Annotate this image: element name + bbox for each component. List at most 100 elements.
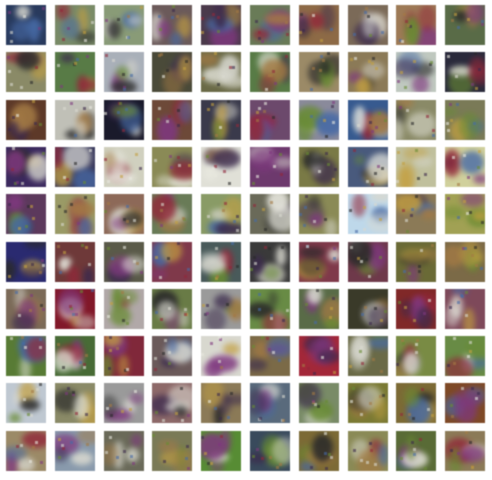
tile-texture-blob <box>107 20 121 39</box>
tile-noise-speck <box>76 58 79 61</box>
tile-noise-speck <box>412 417 415 420</box>
tile-noise-speck <box>361 313 364 316</box>
tile-noise-speck <box>121 291 124 294</box>
sample-tile <box>396 194 436 234</box>
tile-noise-speck <box>312 14 315 17</box>
tile-noise-speck <box>401 339 404 342</box>
tile-texture-blob <box>396 118 403 140</box>
tile-noise-speck <box>252 455 255 458</box>
tile-noise-speck <box>279 463 282 466</box>
tile-noise-speck <box>70 307 73 310</box>
tile-noise-speck <box>126 205 129 208</box>
sample-tile <box>201 431 241 471</box>
tile-noise-speck <box>80 290 83 293</box>
tile-noise-speck <box>256 448 259 451</box>
tile-noise-speck <box>419 438 422 441</box>
tile-noise-speck <box>110 414 113 417</box>
tile-noise-speck <box>457 183 460 186</box>
sample-tile <box>299 336 339 376</box>
tile-texture-blob <box>353 106 366 133</box>
tile-noise-speck <box>374 307 377 310</box>
tile-texture-blob <box>452 289 468 295</box>
tile-noise-speck <box>23 15 26 18</box>
tile-noise-speck <box>214 52 217 55</box>
tile-noise-speck <box>32 217 35 220</box>
sample-tile <box>348 194 388 234</box>
tile-noise-speck <box>400 413 403 416</box>
tile-noise-speck <box>269 151 272 154</box>
sample-tile <box>6 147 46 187</box>
tile-noise-speck <box>262 208 265 211</box>
sample-tile <box>104 289 144 329</box>
tile-noise-speck <box>377 165 380 168</box>
tile-noise-speck <box>462 247 465 250</box>
tile-texture-blob <box>21 267 43 279</box>
tile-noise-speck <box>61 444 64 447</box>
tile-noise-speck <box>379 218 382 221</box>
sample-tile <box>152 5 192 45</box>
tile-noise-speck <box>270 201 273 204</box>
tile-noise-speck <box>466 212 469 215</box>
tile-noise-speck <box>258 31 261 34</box>
tile-texture-blob <box>170 32 182 45</box>
tile-noise-speck <box>105 19 108 22</box>
tile-texture-blob <box>204 361 222 376</box>
tile-noise-speck <box>75 313 78 316</box>
tile-texture-blob <box>201 252 227 263</box>
tile-noise-speck <box>187 268 190 271</box>
tile-noise-speck <box>397 151 400 154</box>
tile-noise-speck <box>228 182 231 185</box>
tile-noise-speck <box>398 301 401 304</box>
tile-noise-speck <box>325 135 328 138</box>
tile-noise-speck <box>480 267 483 270</box>
tile-noise-speck <box>39 271 42 274</box>
tile-noise-speck <box>272 70 275 73</box>
sample-tile <box>396 147 436 187</box>
tile-noise-speck <box>186 445 189 448</box>
sample-tile <box>445 336 485 376</box>
tile-noise-speck <box>360 260 363 263</box>
tile-texture-blob <box>418 5 436 31</box>
tile-noise-speck <box>264 228 267 231</box>
tile-texture-blob <box>104 443 118 466</box>
sample-tile <box>201 194 241 234</box>
tile-noise-speck <box>133 219 136 222</box>
tile-noise-speck <box>332 178 335 181</box>
tile-noise-speck <box>163 460 166 463</box>
tile-noise-speck <box>449 306 452 309</box>
tile-noise-speck <box>187 467 190 470</box>
tile-noise-speck <box>285 55 288 58</box>
tile-noise-speck <box>8 70 11 73</box>
tile-noise-speck <box>372 358 375 361</box>
sample-tile <box>445 5 485 45</box>
tile-noise-speck <box>134 390 137 393</box>
sample-tile <box>299 383 339 423</box>
tile-noise-speck <box>463 154 466 157</box>
tile-texture-blob <box>73 169 95 187</box>
tile-noise-speck <box>127 296 130 299</box>
tile-noise-speck <box>380 319 383 322</box>
tile-noise-speck <box>185 457 188 460</box>
tile-noise-speck <box>133 260 136 263</box>
tile-texture-blob <box>370 194 388 202</box>
tile-noise-speck <box>457 26 460 29</box>
tile-noise-speck <box>402 162 405 165</box>
tile-noise-speck <box>431 414 434 417</box>
sample-tile <box>396 431 436 471</box>
sample-tile <box>348 147 388 187</box>
tile-noise-speck <box>255 20 258 23</box>
tile-noise-speck <box>399 39 402 42</box>
tile-texture-blob <box>223 394 241 405</box>
tile-texture-blob <box>368 306 388 328</box>
tile-noise-speck <box>12 116 15 119</box>
tile-noise-speck <box>457 301 460 304</box>
tile-texture-blob <box>253 341 270 359</box>
tile-noise-speck <box>408 272 411 275</box>
tile-noise-speck <box>161 203 164 206</box>
tile-texture-blob <box>118 355 129 376</box>
tile-noise-speck <box>475 397 478 400</box>
tile-noise-speck <box>410 214 413 217</box>
sample-tile <box>6 194 46 234</box>
tile-noise-speck <box>130 455 133 458</box>
sample-tile <box>104 52 144 92</box>
